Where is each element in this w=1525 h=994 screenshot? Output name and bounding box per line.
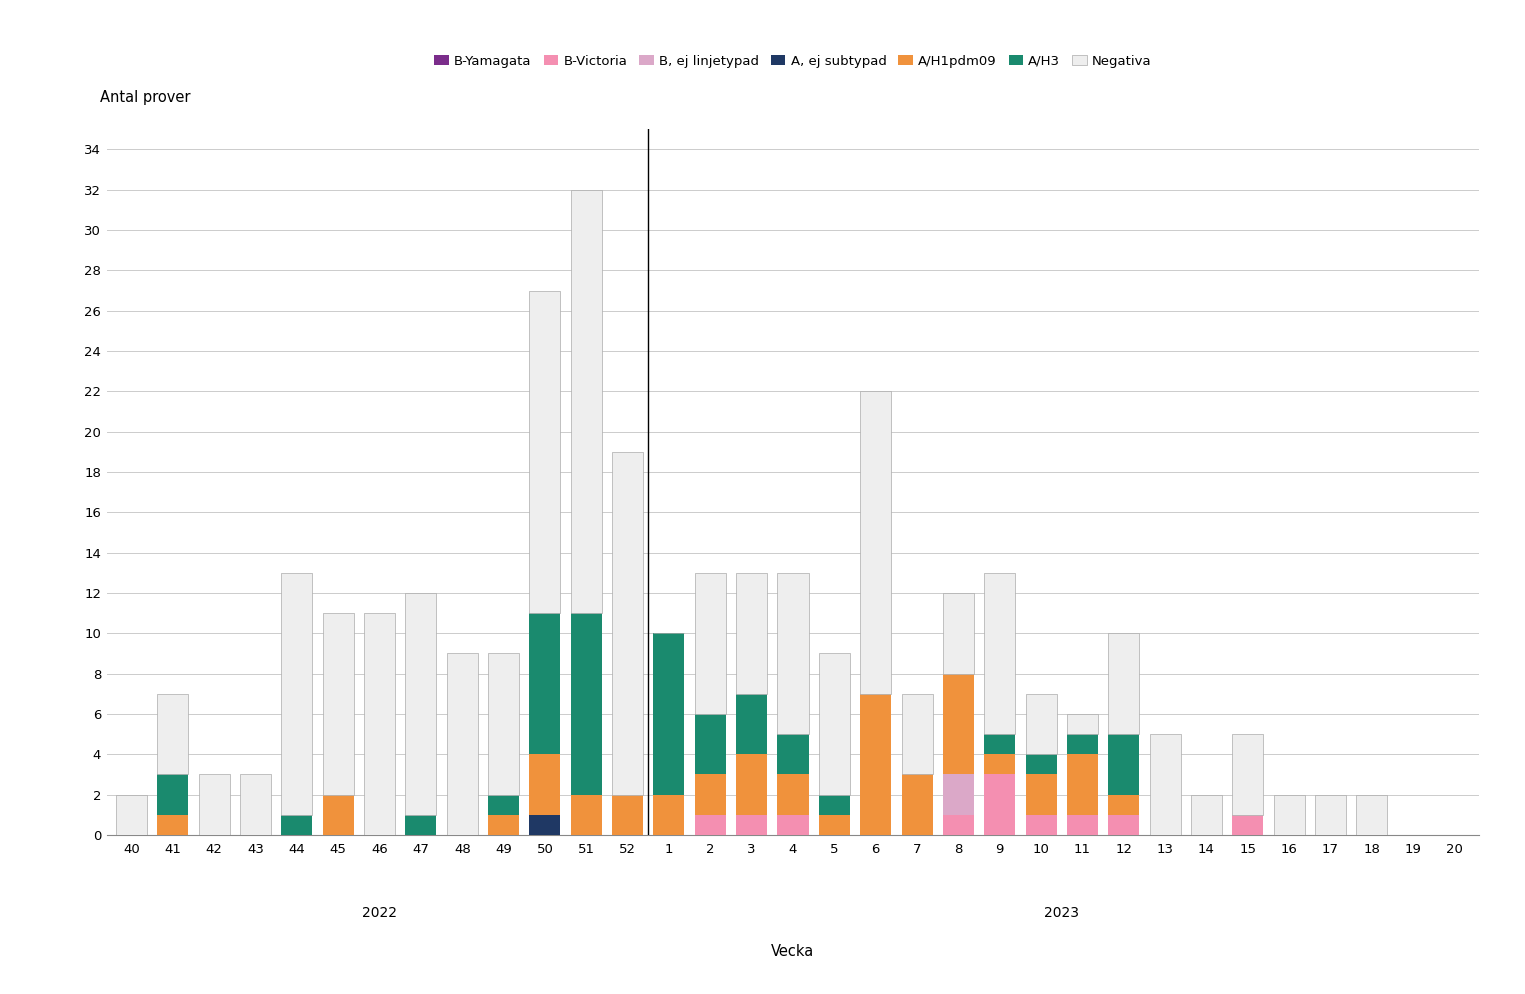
Bar <box>116 794 146 835</box>
Bar <box>737 815 767 835</box>
Bar <box>737 694 767 754</box>
Bar <box>1273 794 1304 835</box>
Bar <box>901 774 932 835</box>
Bar <box>1315 794 1347 835</box>
Bar <box>1232 815 1263 835</box>
Bar <box>1068 815 1098 835</box>
Bar <box>1025 815 1057 835</box>
Bar <box>1025 774 1057 815</box>
Bar <box>737 573 767 694</box>
Bar <box>819 794 849 815</box>
Bar <box>984 754 1016 774</box>
Bar <box>570 613 602 794</box>
Bar <box>529 754 561 815</box>
Bar <box>488 794 518 815</box>
Bar <box>1232 735 1263 815</box>
Bar <box>570 794 602 835</box>
Bar <box>654 633 685 794</box>
Bar <box>157 774 189 815</box>
Bar <box>860 694 891 835</box>
Bar <box>778 735 808 774</box>
Bar <box>1025 694 1057 754</box>
Bar <box>282 573 313 815</box>
Bar <box>1025 754 1057 774</box>
Bar <box>984 735 1016 754</box>
Bar <box>695 714 726 774</box>
Bar <box>1068 754 1098 815</box>
Bar <box>1109 794 1139 815</box>
Bar <box>778 815 808 835</box>
Bar <box>737 754 767 815</box>
Bar <box>860 392 891 694</box>
Bar <box>942 593 974 674</box>
Bar <box>1109 735 1139 794</box>
Bar <box>323 613 354 794</box>
Bar <box>942 674 974 774</box>
Bar <box>819 653 849 794</box>
Bar <box>157 815 189 835</box>
Bar <box>406 815 436 835</box>
Bar <box>529 815 561 835</box>
Bar <box>447 653 477 835</box>
Text: 2023: 2023 <box>1045 906 1080 919</box>
Bar <box>488 653 518 794</box>
Text: Antal prover: Antal prover <box>101 89 191 104</box>
Bar <box>570 190 602 613</box>
Bar <box>1356 794 1388 835</box>
Bar <box>778 774 808 815</box>
Bar <box>901 694 932 774</box>
Bar <box>157 694 189 774</box>
Bar <box>1068 735 1098 754</box>
Bar <box>942 815 974 835</box>
Bar <box>984 573 1016 735</box>
Bar <box>1150 735 1180 835</box>
Bar <box>695 815 726 835</box>
Bar <box>488 815 518 835</box>
Bar <box>1191 794 1222 835</box>
Bar <box>1068 714 1098 735</box>
Bar <box>323 794 354 835</box>
Legend: B-Yamagata, B-Victoria, B, ej linjetypad, A, ej subtypad, A/H1pdm09, A/H3, Negat: B-Yamagata, B-Victoria, B, ej linjetypad… <box>435 55 1151 68</box>
Text: 2022: 2022 <box>361 906 396 919</box>
Bar <box>282 815 313 835</box>
Bar <box>819 815 849 835</box>
Bar <box>654 794 685 835</box>
Bar <box>984 774 1016 835</box>
Bar <box>695 774 726 815</box>
Bar <box>1109 815 1139 835</box>
Bar <box>942 774 974 815</box>
Bar <box>198 774 230 835</box>
Bar <box>778 573 808 735</box>
Bar <box>695 573 726 714</box>
Bar <box>529 613 561 754</box>
Bar <box>1109 633 1139 735</box>
Bar <box>406 593 436 815</box>
Bar <box>239 774 271 835</box>
Bar <box>612 452 644 794</box>
Bar <box>364 613 395 835</box>
Bar <box>612 794 644 835</box>
Bar <box>529 290 561 613</box>
Text: Vecka: Vecka <box>772 944 814 959</box>
